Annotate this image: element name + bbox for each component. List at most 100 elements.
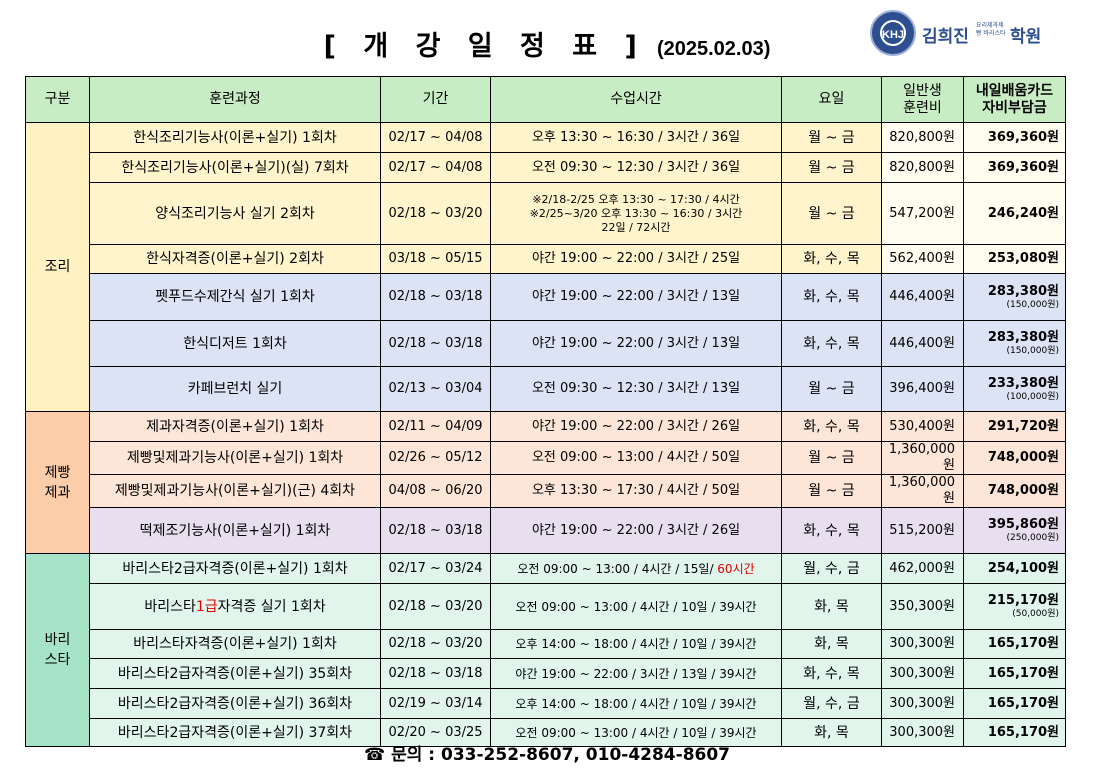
course-name: 바리스타1급자격증 실기 1회차 <box>89 583 381 630</box>
page-title: [ 개 강 일 정 표 ] (2025.02.03) <box>0 24 1094 63</box>
class-days: 화, 수, 목 <box>781 507 882 554</box>
self-pay-note: (250,000원) <box>1006 533 1059 543</box>
self-pay-amount: 165,170원 <box>963 658 1066 689</box>
course-name: 바리스타2급자격증(이론+실기) 36회차 <box>89 688 381 719</box>
logo-brand: 학원 <box>1010 27 1042 47</box>
course-period: 02/13 ~ 03/04 <box>380 366 491 412</box>
class-time: 오전 09:00 ~ 13:00 / 4시간 / 50일 <box>490 441 782 475</box>
self-pay-value: 165,170원 <box>987 724 1059 740</box>
course-period: 02/17 ~ 04/08 <box>380 152 491 183</box>
category-cooking: 조리 <box>25 122 90 412</box>
course-name: 떡제조기능사(이론+실기) 1회차 <box>89 507 381 554</box>
self-pay-amount: 215,170원 (50,000원) <box>963 583 1066 630</box>
class-time: 야간 19:00 ~ 22:00 / 3시간 / 25일 <box>490 244 782 274</box>
tuition-fee: 300,300원 <box>881 718 964 747</box>
class-time: 오전 09:30 ~ 12:30 / 3시간 / 36일 <box>490 152 782 183</box>
class-time: 야간 19:00 ~ 22:00 / 3시간 / 13일 <box>490 273 782 321</box>
course-period: 02/18 ~ 03/18 <box>380 658 491 689</box>
self-pay-amount: 165,170원 <box>963 718 1066 747</box>
course-name: 한식조리기능사(이론+실기)(실) 7회차 <box>89 152 381 183</box>
class-time: 오전 09:00 ~ 13:00 / 4시간 / 15일/ 60시간 <box>490 553 782 584</box>
course-name: 바리스타2급자격증(이론+실기) 35회차 <box>89 658 381 689</box>
course-period: 02/11 ~ 04/09 <box>380 411 491 442</box>
course-name: 바리스타2급자격증(이론+실기) 37회차 <box>89 718 381 747</box>
self-pay-value: 165,170원 <box>987 695 1059 711</box>
self-pay-value: 369,360원 <box>987 129 1059 145</box>
self-pay-value: 748,000원 <box>987 483 1059 498</box>
self-pay-value: 283,380원 <box>987 283 1059 299</box>
tuition-fee: 515,200원 <box>881 507 964 554</box>
table-row: 제빵 제과 제과자격증(이론+실기) 1회차 02/11 ~ 04/09 야간 1… <box>25 411 1066 554</box>
class-days: 화, 수, 목 <box>781 658 882 689</box>
course-name: 제빵및제과기능사(이론+실기) 1회차 <box>89 441 381 475</box>
class-days: 월 ~ 금 <box>781 441 882 475</box>
self-pay-value: 369,360원 <box>987 159 1059 175</box>
course-name: 제빵및제과기능사(이론+실기)(근) 4회차 <box>89 474 381 508</box>
header-self-pay: 내일배움카드 자비부담금 <box>963 76 1066 123</box>
class-time: 야간 19:00 ~ 22:00 / 3시간 / 26일 <box>490 411 782 442</box>
class-time: 오후 14:00 ~ 18:00 / 4시간 / 10일 / 39시간 <box>490 688 782 719</box>
table-row: 제빵및제과기능사(이론+실기)(근) 4회차 04/08 ~ 06/20 오후 … <box>25 474 1066 508</box>
class-time: 오전 09:30 ~ 12:30 / 3시간 / 13일 <box>490 366 782 412</box>
self-pay-value: 395,860원 <box>987 517 1059 532</box>
class-time: ※2/18-2/25 오후 13:30 ~ 17:30 / 4시간 ※2/25~… <box>490 182 782 245</box>
self-pay-note: (150,000원) <box>1006 346 1059 356</box>
class-time-line1: ※2/18-2/25 오후 13:30 ~ 17:30 / 4시간 <box>532 192 740 206</box>
tuition-fee: 300,300원 <box>881 629 964 659</box>
academy-logo: KHJ 김희진 요리제과제빵 바리스타 학원 <box>870 10 1050 60</box>
header-fee-line1: 일반생 <box>903 82 942 99</box>
header-fee-line2: 훈련비 <box>903 99 942 116</box>
course-period: 04/08 ~ 06/20 <box>380 474 491 508</box>
self-pay-note: (50,000원) <box>1012 609 1059 619</box>
course-period: 02/18 ~ 03/18 <box>380 320 491 367</box>
self-pay-amount: 291,720원 <box>963 411 1066 442</box>
self-pay-value: 233,380원 <box>987 375 1059 391</box>
tuition-fee: 300,300원 <box>881 688 964 719</box>
class-time: 오후 14:00 ~ 18:00 / 4시간 / 10일 / 39시간 <box>490 629 782 659</box>
self-pay-amount: 165,170원 <box>963 629 1066 659</box>
header-course: 훈련과정 <box>89 76 381 123</box>
class-days: 화, 목 <box>781 718 882 747</box>
category-bakery-line2: 제과 <box>44 484 71 501</box>
header-self-line1: 내일배움카드 <box>975 82 1054 99</box>
category-barista-line1: 바리 <box>44 632 71 648</box>
course-period: 02/17 ~ 03/24 <box>380 553 491 584</box>
table-row: 한식자격증(이론+실기) 2회차 03/18 ~ 05/15 야간 19:00 … <box>25 244 1066 274</box>
self-pay-amount: 233,380원 (100,000원) <box>963 366 1066 412</box>
table-row: 바리스타2급자격증(이론+실기) 35회차 02/18 ~ 03/18 야간 1… <box>25 658 1066 689</box>
class-days: 월 ~ 금 <box>781 152 882 183</box>
self-pay-value: 165,170원 <box>987 665 1059 681</box>
tuition-fee: 820,800원 <box>881 122 964 153</box>
tuition-fee: 300,300원 <box>881 658 964 689</box>
class-days: 월, 수, 금 <box>781 688 882 719</box>
class-time-line2: ※2/25~3/20 오후 13:30 ~ 16:30 / 3시간 <box>529 206 743 220</box>
category-barista-line2: 스타 <box>44 652 71 668</box>
category-bakery-line1: 제빵 <box>44 464 71 481</box>
self-pay-amount: 246,240원 <box>963 182 1066 245</box>
tuition-fee: 350,300원 <box>881 583 964 630</box>
contact-info: ☎ 문의 : 033-252-8607, 010-4284-8607 <box>0 740 1094 765</box>
course-name: 양식조리기능사 실기 2회차 <box>89 182 381 245</box>
class-days: 화, 수, 목 <box>781 411 882 442</box>
phone-icon: ☎ <box>363 745 386 765</box>
contact-text: 문의 : 033-252-8607, 010-4284-8607 <box>391 745 731 765</box>
class-days: 화, 수, 목 <box>781 244 882 274</box>
course-name: 한식자격증(이론+실기) 2회차 <box>89 244 381 274</box>
class-days: 월, 수, 금 <box>781 553 882 584</box>
tuition-fee: 396,400원 <box>881 366 964 412</box>
table-row: 펫푸드수제간식 실기 1회차 02/18 ~ 03/18 야간 19:00 ~ … <box>25 273 1066 321</box>
self-pay-amount: 748,000원 <box>963 474 1066 508</box>
self-pay-amount: 369,360원 <box>963 122 1066 153</box>
course-name: 카페브런치 실기 <box>89 366 381 412</box>
table-row: 바리스타2급자격증(이론+실기) 37회차 02/20 ~ 03/25 오전 0… <box>25 718 1066 747</box>
class-time: 야간 19:00 ~ 22:00 / 3시간 / 13일 <box>490 320 782 367</box>
class-days: 화, 목 <box>781 583 882 630</box>
self-pay-amount: 253,080원 <box>963 244 1066 274</box>
table-row: 바리스타1급자격증 실기 1회차 02/18 ~ 03/20 오전 09:00 … <box>25 583 1066 630</box>
logo-name: 김희진 <box>922 27 969 47</box>
self-pay-amount: 165,170원 <box>963 688 1066 719</box>
self-pay-value: 253,080원 <box>987 251 1059 266</box>
table-row: 한식디저트 1회차 02/18 ~ 03/18 야간 19:00 ~ 22:00… <box>25 320 1066 367</box>
self-pay-amount: 369,360원 <box>963 152 1066 183</box>
